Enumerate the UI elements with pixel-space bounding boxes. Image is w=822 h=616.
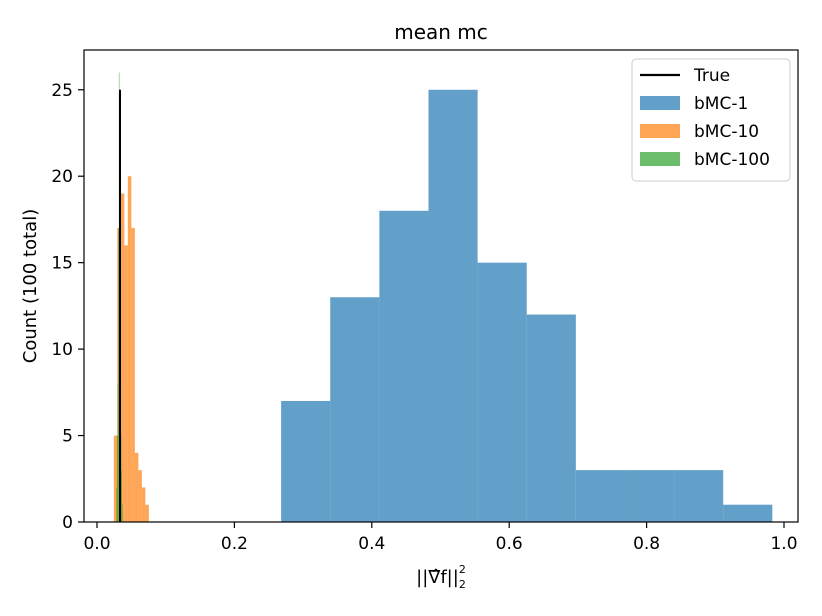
legend-label-bmc-10: bMC-10	[694, 122, 759, 142]
x-axis-label-sup: 2	[459, 563, 466, 576]
x-tick-label: 0.6	[496, 534, 523, 554]
y-tick-label: 5	[62, 427, 73, 447]
bar-bmc-1-9	[723, 504, 773, 522]
bar-bmc-1-1	[330, 297, 380, 522]
legend-swatch-bmc-100	[640, 152, 680, 166]
legend-box	[631, 58, 791, 182]
legend-swatch-bmc-10	[640, 124, 680, 138]
bar-bmc-10-2	[120, 193, 125, 522]
x-axis-label-sub: 2	[459, 578, 466, 591]
bar-bmc-100-9	[121, 504, 123, 522]
bar-bmc-1-7	[624, 470, 675, 522]
bar-bmc-10-5	[131, 228, 135, 523]
bar-bmc-10-4	[127, 176, 132, 522]
bar-bmc-1-3	[428, 89, 478, 522]
plot-frame	[83, 49, 799, 523]
y-tick-label: 0	[62, 513, 73, 533]
bar-bmc-1-8	[674, 470, 724, 522]
bar-bmc-1-0	[281, 400, 331, 522]
x-tick-label: 0.4	[358, 534, 385, 554]
x-tick-label: 0.0	[83, 534, 110, 554]
bar-bmc-10-6	[134, 452, 139, 522]
bar-bmc-1-5	[526, 314, 576, 522]
bar-bmc-100-1	[116, 435, 118, 522]
x-axis-label: ||∇̂f||2 2	[416, 563, 466, 591]
legend-label-bmc-100: bMC-100	[694, 150, 770, 170]
bar-bmc-100-0	[116, 487, 117, 522]
bar-bmc-100-8	[121, 470, 122, 522]
x-tick-label: 0.8	[633, 534, 660, 554]
x-tick-label: 0.2	[221, 534, 248, 554]
y-axis: 0 5 10 15 20 25	[51, 81, 84, 533]
x-axis: 0.0 0.2 0.4 0.6 0.8 1.0	[83, 522, 798, 554]
bar-bmc-10-0	[113, 435, 118, 522]
legend-label-bmc-1: bMC-1	[694, 94, 748, 114]
x-axis-label-main: ||∇̂f||	[416, 567, 459, 588]
bar-bmc-1-2	[379, 210, 429, 523]
y-tick-label: 25	[51, 81, 73, 101]
bars-layer	[113, 72, 773, 523]
legend-swatch-bmc-1	[640, 96, 680, 110]
y-tick-label: 10	[51, 340, 73, 360]
chart-title: mean mc	[394, 20, 488, 44]
bar-bmc-1-4	[477, 262, 527, 522]
bar-bmc-10-9	[145, 504, 149, 522]
bar-bmc-10-8	[141, 487, 146, 522]
bar-bmc-10-3	[124, 245, 128, 522]
bar-bmc-10-7	[138, 470, 142, 522]
bar-bmc-100-3	[118, 228, 119, 523]
x-tick-label: 1.0	[770, 534, 797, 554]
y-axis-label: Count (100 total)	[20, 209, 41, 363]
y-tick-label: 15	[51, 254, 73, 274]
bar-bmc-100-2	[117, 383, 119, 522]
y-tick-label: 20	[51, 167, 73, 187]
bar-bmc-1-6	[575, 470, 625, 522]
legend: True bMC-1 bMC-10 bMC-100	[631, 58, 791, 182]
legend-label-true: True	[693, 66, 730, 86]
